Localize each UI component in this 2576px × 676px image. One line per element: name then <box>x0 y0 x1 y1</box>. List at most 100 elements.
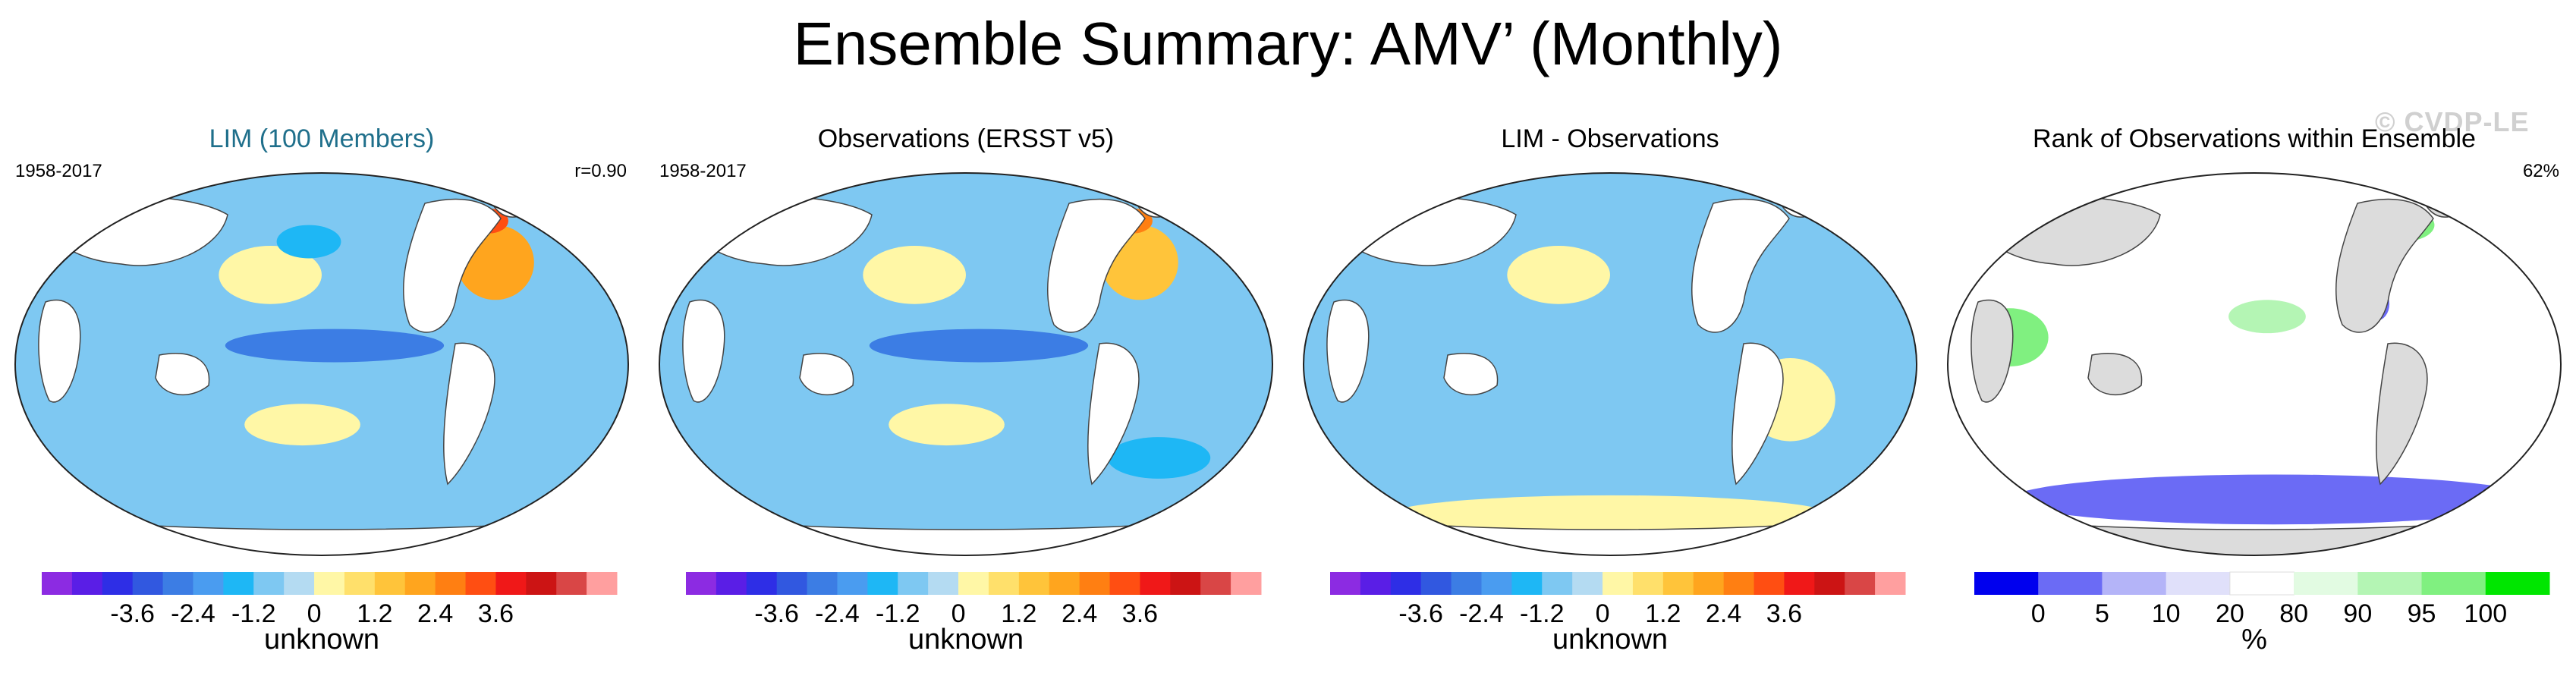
map-plot <box>1303 172 1917 556</box>
colorbar-swatch <box>253 572 285 595</box>
colorbar-swatch <box>1542 572 1573 595</box>
colorbar-tick-label: 1.2 <box>1001 599 1036 626</box>
colorbar-swatch <box>193 572 224 595</box>
map-border <box>1947 172 2562 556</box>
colorbar-swatch <box>1754 572 1785 595</box>
colorbar-tick-label: 3.6 <box>478 599 514 626</box>
colorbar-tick-label: 2.4 <box>417 599 453 626</box>
land-north-america <box>402 198 502 333</box>
map-panel-3: LIM - Observations -3.6 -2.4 -1.2 0 1.2 2.4 3.6… <box>1288 106 1932 676</box>
colorbar-swatch <box>587 572 618 595</box>
colorbar-swatch <box>1200 572 1231 595</box>
colorbar-swatch <box>1170 572 1201 595</box>
map-border <box>14 172 629 556</box>
colorbar-tick-label: -3.6 <box>1398 599 1443 626</box>
land-australia <box>799 352 854 396</box>
colorbar-swatch <box>1451 572 1482 595</box>
colorbar-swatch <box>1049 572 1080 595</box>
region-southern-ocean-warm <box>1385 495 1835 537</box>
colorbar-tick-label: 2.4 <box>1062 599 1097 626</box>
colorbar-tick-label: 0 <box>951 599 966 626</box>
land-south-america <box>1731 342 1784 486</box>
colorbar-swatch <box>1390 572 1422 595</box>
colorbar-tick-label: -3.6 <box>110 599 155 626</box>
colorbar-swatch <box>1814 572 1845 595</box>
colorbar-tick-label: 0 <box>2031 599 2046 626</box>
colorbar-tick-label: 0 <box>1596 599 1610 626</box>
colorbar-tick-label: 1.2 <box>1645 599 1681 626</box>
colorbar-swatch <box>807 572 838 595</box>
colorbar-swatch <box>1140 572 1171 595</box>
colorbar-swatch <box>2357 572 2423 595</box>
land-australia <box>2087 352 2143 396</box>
colorbar: -3.6 -2.4 -1.2 0 1.2 2.4 3.6 <box>686 572 1262 626</box>
colorbar-swatch <box>162 572 193 595</box>
colorbar-label: unknown <box>263 624 380 656</box>
land-south-america <box>2376 342 2428 486</box>
period-label: 1958-2017 <box>659 161 747 181</box>
colorbar-tick-label: 100 <box>2464 599 2507 626</box>
colorbar-swatch <box>495 572 527 595</box>
colorbar-swatch <box>284 572 315 595</box>
map-panel-1: LIM (100 Members) 1958-2017 r=0.90 -3.6 -2.4… <box>0 106 643 676</box>
colorbar-swatch <box>314 572 345 595</box>
colorbar-label: unknown <box>907 624 1024 656</box>
land-africa <box>38 299 81 403</box>
colorbar-tick-label: 3.6 <box>1122 599 1158 626</box>
colorbar-swatch <box>1723 572 1755 595</box>
colorbar-swatch <box>1693 572 1725 595</box>
colorbar-tick-label: 2.4 <box>1706 599 1741 626</box>
colorbar-swatch <box>2294 572 2358 595</box>
colorbar-swatch <box>465 572 496 595</box>
land-north-america <box>2335 198 2434 333</box>
colorbar-swatch <box>1662 572 1694 595</box>
colorbar-tick-label: -3.6 <box>754 599 799 626</box>
colorbar-swatch <box>1109 572 1140 595</box>
colorbar-swatch <box>1875 572 1906 595</box>
colorbar-tick-label: -1.2 <box>1520 599 1565 626</box>
colorbar: 0 5 10 20 80 90 95 100 <box>1974 571 2550 626</box>
region-north-pacific-cold <box>276 225 341 259</box>
colorbar-tick-label: 1.2 <box>357 599 392 626</box>
colorbar-swatch <box>776 572 808 595</box>
colorbar-swatch <box>2038 572 2103 595</box>
colorbar-swatch <box>837 572 868 595</box>
map-panel-2: Observations (ERSST v5) 1958-2017 -3.6 -2.4… <box>644 106 1288 676</box>
colorbar-swatch <box>71 572 103 595</box>
colorbar-swatch <box>928 572 959 595</box>
colorbar-swatch <box>1603 572 1634 595</box>
period-label: 1958-2017 <box>15 161 102 181</box>
colorbar-tick-label: -2.4 <box>171 599 215 626</box>
colorbar-swatch <box>2102 572 2167 595</box>
colorbar-swatch <box>867 572 898 595</box>
map-panel-4: Rank of Observations within Ensemble 62% 0… <box>1933 106 2576 676</box>
region-north-pacific-warm <box>219 246 322 304</box>
map-plot <box>14 172 629 556</box>
colorbar-tick-label: -2.4 <box>1459 599 1504 626</box>
page-title: Ensemble Summary: AMV’ (Monthly) <box>793 10 1783 77</box>
colorbar-tick-label: 3.6 <box>1766 599 1802 626</box>
land-north-america <box>1046 198 1146 333</box>
colorbar-swatch <box>223 572 254 595</box>
region-equatorial-pacific-cold-tongue <box>869 329 1089 363</box>
stat-label: r=0.90 <box>574 161 627 181</box>
region-tropical-pacific-high-rank <box>2228 300 2306 334</box>
land-australia <box>155 352 210 396</box>
colorbar-swatch <box>1018 572 1050 595</box>
colorbar: -3.6 -2.4 -1.2 0 1.2 2.4 3.6 <box>42 572 618 626</box>
panel-title: Rank of Observations within Ensemble <box>2033 124 2476 153</box>
colorbar-swatch <box>1511 572 1543 595</box>
colorbar-swatch <box>1974 572 2039 595</box>
colorbar-swatch <box>132 572 164 595</box>
colorbar-tick-label: 10 <box>2152 599 2181 626</box>
colorbar-tick-label: -2.4 <box>815 599 860 626</box>
colorbar-swatch <box>2485 572 2550 595</box>
colorbar-swatch <box>716 572 747 595</box>
colorbar-swatch <box>1360 572 1392 595</box>
colorbar: -3.6 -2.4 -1.2 0 1.2 2.4 3.6 <box>1330 572 1906 626</box>
region-north-pacific-warm <box>863 246 966 304</box>
colorbar-label: % <box>2241 624 2267 656</box>
land-africa <box>1971 299 2014 403</box>
colorbar-swatch <box>1330 572 1361 595</box>
region-equatorial-pacific-cold-tongue <box>225 329 445 363</box>
